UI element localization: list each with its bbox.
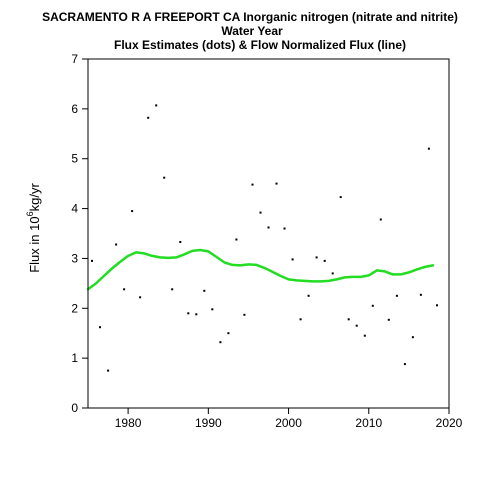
flux-estimate-point <box>131 210 134 213</box>
flux-estimate-point <box>379 218 382 221</box>
flux-estimate-point <box>436 304 438 307</box>
flux-estimate-point <box>395 294 398 297</box>
flux-estimate-point <box>347 318 350 321</box>
x-tick-label: 2010 <box>355 416 382 430</box>
y-tick-label: 7 <box>71 52 78 66</box>
flux-estimate-point <box>187 312 190 315</box>
flux-estimate-point <box>419 293 422 296</box>
y-tick-label: 0 <box>71 401 78 415</box>
flux-estimate-point <box>163 176 166 179</box>
plot-frame <box>87 58 450 409</box>
flux-estimate-point <box>307 294 310 297</box>
flux-estimate-point <box>387 318 390 321</box>
flux-estimate-point <box>243 313 246 316</box>
flux-estimate-point <box>371 304 374 307</box>
flux-estimate-point <box>251 183 254 186</box>
flux-estimate-point <box>179 241 182 243</box>
flux-estimate-point <box>211 308 214 311</box>
flux-estimate-point <box>275 182 278 185</box>
flux-estimate-point <box>411 336 414 339</box>
flux-estimate-point <box>139 296 142 299</box>
flux-estimate-point <box>195 313 198 316</box>
flux-estimate-point <box>355 324 358 327</box>
x-tick-label: 2020 <box>436 416 463 430</box>
flux-estimate-point <box>299 318 302 321</box>
flux-estimate-point <box>115 243 118 246</box>
y-tick-label: 2 <box>71 301 78 315</box>
flux-estimate-point <box>147 116 150 119</box>
flux-estimate-point <box>291 258 294 261</box>
y-axis-label-suffix: kg/yr <box>27 183 42 212</box>
flux-estimate-point <box>363 334 366 337</box>
x-tick-label: 1980 <box>115 416 142 430</box>
flux-estimate-point <box>427 147 430 150</box>
chart-title-line-2: Water Year <box>221 24 283 38</box>
chart-title-line-1: SACRAMENTO R A FREEPORT CA Inorganic nit… <box>42 10 458 24</box>
flux-estimate-point <box>283 227 286 230</box>
y-tick-label: 4 <box>71 202 78 216</box>
flux-estimate-point <box>123 288 126 291</box>
chart-title-line-3: Flux Estimates (dots) & Flow Normalized … <box>114 38 406 52</box>
flux-estimate-point <box>107 369 110 372</box>
y-tick-label: 3 <box>71 251 78 265</box>
flux-estimate-point <box>267 226 270 229</box>
flux-estimate-point <box>315 256 318 259</box>
flux-estimate-point <box>155 104 158 107</box>
y-axis-label: Flux in 106kg/yr <box>25 183 42 273</box>
y-tick-label: 6 <box>71 102 78 116</box>
flux-estimate-point <box>235 238 238 241</box>
y-axis-label-superscript: 6 <box>25 211 35 216</box>
y-axis-label-prefix: Flux in 10 <box>27 216 42 272</box>
plot-area <box>86 104 438 372</box>
flux-estimate-point <box>323 259 326 262</box>
flux-estimate-point <box>259 211 262 214</box>
flux-estimate-point <box>171 288 174 291</box>
flux-estimate-point <box>99 326 101 329</box>
y-tick-label: 5 <box>71 152 78 166</box>
flux-estimate-point <box>331 272 334 275</box>
flux-estimate-point <box>91 259 93 262</box>
flux-estimate-point <box>339 196 342 199</box>
flux-estimate-point <box>203 289 206 292</box>
x-tick-label: 2000 <box>275 416 302 430</box>
x-tick-label: 1990 <box>195 416 222 430</box>
flux-estimate-point <box>219 341 222 344</box>
flux-estimate-point <box>227 332 230 335</box>
flux-estimate-point <box>403 363 406 366</box>
y-tick-label: 1 <box>71 351 78 365</box>
flow-normalized-flux-line <box>86 248 435 291</box>
